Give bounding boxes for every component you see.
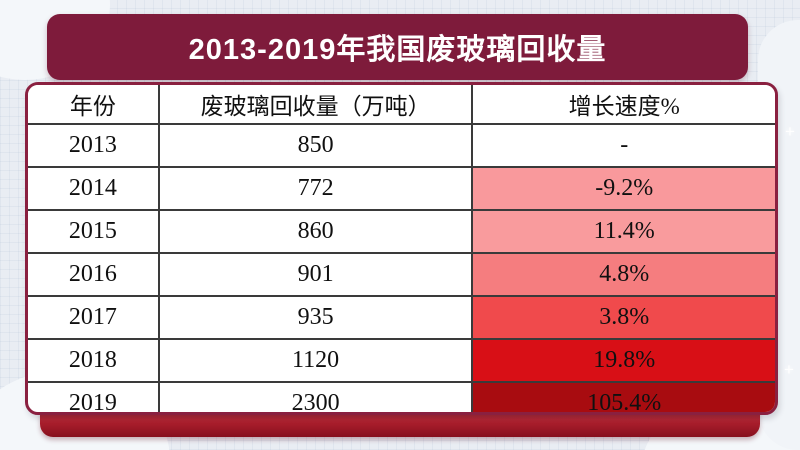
table-row: 2015 860 11.4% [28, 209, 775, 254]
column-header-year: 年份 [28, 85, 160, 125]
table-row: 2016 901 4.8% [28, 252, 775, 297]
table-row: 2019 2300 105.4% [28, 381, 775, 412]
cell-year: 2018 [28, 338, 160, 383]
table-row: 2014 772 -9.2% [28, 166, 775, 211]
table-body: 2013 850 - 2014 772 -9.2% 2015 860 11.4%… [28, 123, 775, 412]
cell-growth: 105.4% [471, 381, 775, 412]
sparkle-icon: + [784, 360, 794, 379]
cell-growth: -9.2% [471, 166, 775, 211]
table-header-row: 年份 废玻璃回收量（万吨） 增长速度% [28, 85, 775, 125]
cell-volume: 850 [157, 123, 474, 168]
table-row: 2013 850 - [28, 123, 775, 168]
cell-growth: 11.4% [471, 209, 775, 254]
column-header-volume: 废玻璃回收量（万吨） [157, 85, 474, 125]
cell-growth: 3.8% [471, 295, 775, 340]
cell-growth: - [471, 123, 775, 168]
cell-growth: 4.8% [471, 252, 775, 297]
cell-year: 2019 [28, 381, 160, 412]
cell-volume: 2300 [157, 381, 474, 412]
sparkle-icon: + [785, 122, 795, 141]
cell-year: 2014 [28, 166, 160, 211]
cell-year: 2017 [28, 295, 160, 340]
cell-growth: 19.8% [471, 338, 775, 383]
page-title: 2013-2019年我国废玻璃回收量 [188, 34, 607, 66]
data-table-card: 年份 废玻璃回收量（万吨） 增长速度% 2013 850 - 2014 772 … [25, 82, 778, 415]
table-row: 2018 1120 19.8% [28, 338, 775, 383]
cell-volume: 935 [157, 295, 474, 340]
cell-year: 2015 [28, 209, 160, 254]
recycling-table: 年份 废玻璃回收量（万吨） 增长速度% 2013 850 - 2014 772 … [28, 85, 775, 412]
cell-year: 2016 [28, 252, 160, 297]
column-header-growth: 增长速度% [471, 85, 775, 125]
cell-volume: 860 [157, 209, 474, 254]
cell-volume: 1120 [157, 338, 474, 383]
table-row: 2017 935 3.8% [28, 295, 775, 340]
cell-volume: 772 [157, 166, 474, 211]
cell-year: 2013 [28, 123, 160, 168]
title-banner: 2013-2019年我国废玻璃回收量 [47, 14, 748, 80]
cell-volume: 901 [157, 252, 474, 297]
